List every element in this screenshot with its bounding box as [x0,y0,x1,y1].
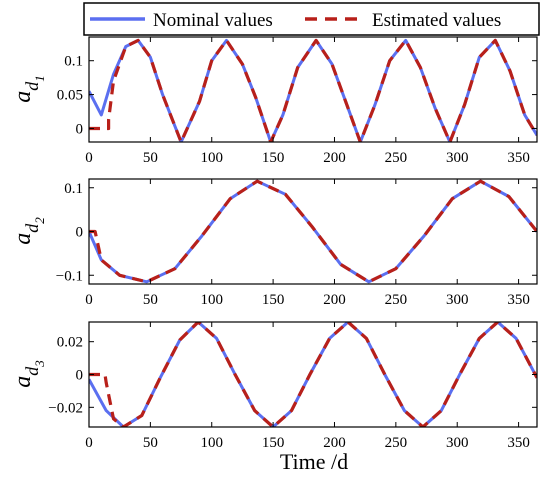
legend-label-estimated: Estimated values [372,10,501,31]
panel-1: 0 50 100 150 200 250 300 350 0 0.05 0.1 ad1 [10,36,538,166]
x-tick-label: 100 [200,435,223,451]
x-tick-label: 300 [446,292,469,308]
axes-frame [88,36,538,143]
y-axis-label: ad3 [10,360,47,388]
axes-frame [88,321,538,428]
x-tick-label: 150 [262,150,285,166]
x-tick-label: 0 [85,292,93,308]
x-tick-label: 250 [385,292,408,308]
x-tick-label: 350 [507,435,530,451]
y-tick-label: −0.1 [56,268,83,284]
legend: Nominal values Estimated values [83,2,540,36]
panels: 0 50 100 150 200 250 300 350 0 0.05 0.1 ad1 0 50 100 15… [10,36,538,451]
x-tick-label: 350 [507,150,530,166]
y-tick-label: 0 [76,121,84,137]
series-nominal-line [89,38,537,142]
x-axis-label: Time /d [280,449,348,474]
x-tick-label: 300 [446,435,469,451]
x-tick-label: 200 [323,435,346,451]
x-tick-label: 50 [143,292,158,308]
legend-label-nominal: Nominal values [153,10,273,31]
x-tick-label: 150 [262,435,285,451]
x-tick-label: 0 [85,150,93,166]
y-tick-label: −0.02 [48,400,83,416]
x-tick-label: 0 [85,435,93,451]
y-axis-label: ad1 [10,75,47,103]
x-tick-label: 200 [323,292,346,308]
axes-frame [88,178,538,285]
y-tick-label: 0 [76,368,84,384]
x-tick-label: 100 [200,292,223,308]
x-tick-label: 250 [385,150,408,166]
x-tick-label: 200 [323,150,346,166]
x-tick-label: 100 [200,150,223,166]
series-nominal-line [89,322,537,427]
series-estimated-line [89,38,537,142]
x-tick-label: 50 [143,435,158,451]
y-tick-label: 0.02 [57,335,83,351]
y-axis-label: ad2 [10,217,47,245]
y-tick-label: 0.05 [57,88,83,104]
y-tick-label: 0.1 [64,54,83,70]
x-tick-label: 150 [262,292,285,308]
y-tick-label: 0 [76,225,84,241]
x-tick-label: 250 [385,435,408,451]
panel-3: 0 50 100 150 200 250 300 350 −0.02 0 0.02 ad3 [10,321,538,451]
series-estimated-line [89,322,537,427]
x-tick-label: 300 [446,150,469,166]
series-nominal-line [89,179,537,284]
x-tick-label: 350 [507,292,530,308]
series-estimated-line [89,179,537,284]
y-tick-label: 0.1 [64,181,83,197]
x-tick-label: 50 [143,150,158,166]
